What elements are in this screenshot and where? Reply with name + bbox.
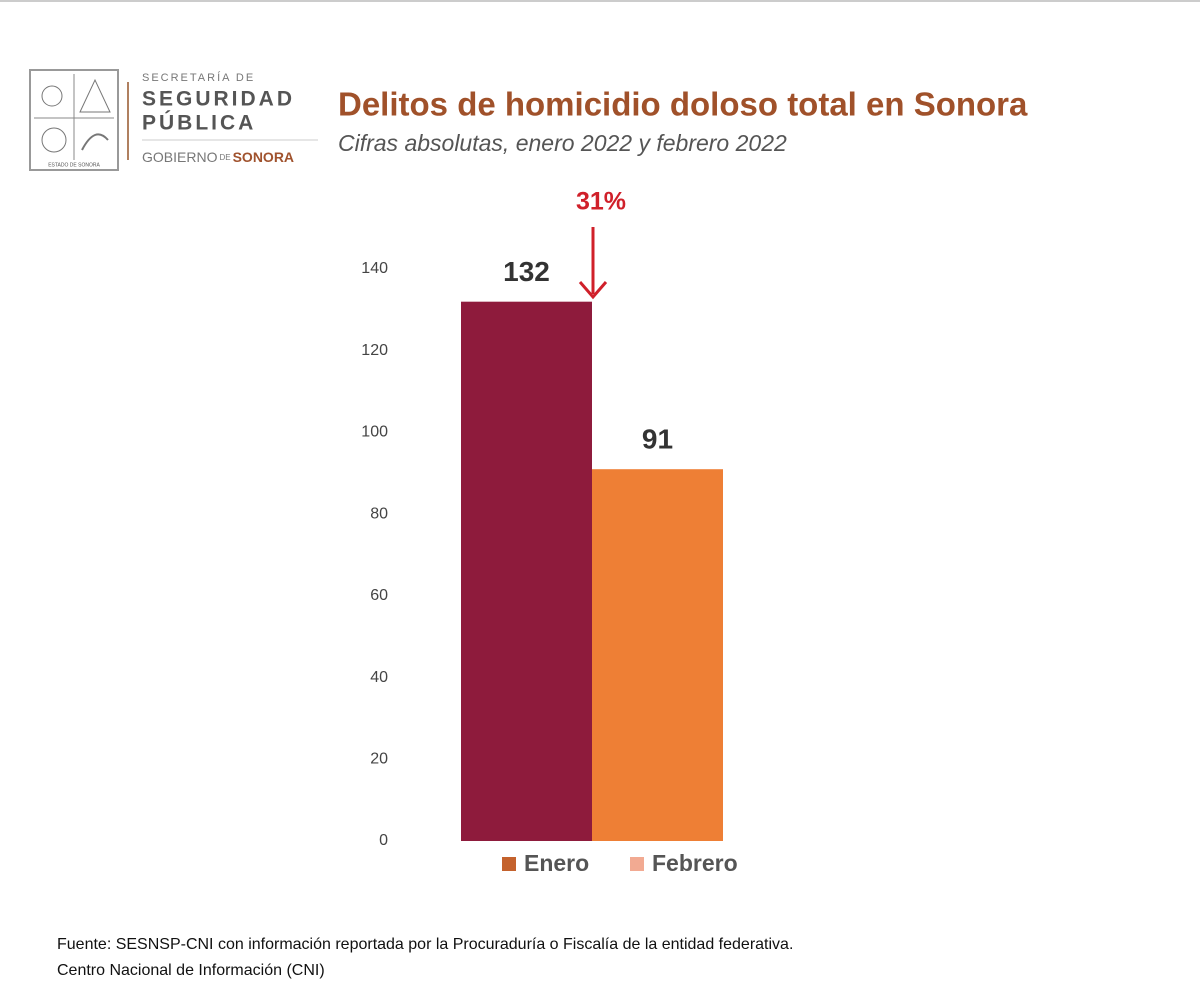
chart-title: Delitos de homicidio doloso total en Son…	[338, 86, 1028, 123]
chart-subtitle: Cifras absolutas, enero 2022 y febrero 2…	[338, 130, 787, 156]
arrow-head	[578, 281, 608, 300]
y-tick-label: 140	[361, 260, 388, 277]
legend-swatch	[502, 857, 516, 871]
top-border	[0, 0, 1200, 2]
legend-swatch	[630, 857, 644, 871]
logo: ESTADO DE SONORA SECRETARÍA DE SEGURIDAD…	[29, 69, 318, 171]
y-tick-label: 60	[370, 587, 388, 604]
value-label: 91	[642, 424, 673, 455]
bar	[592, 469, 723, 841]
logo-gov: GOBIERNO	[142, 149, 218, 165]
seal-icon	[79, 78, 111, 113]
y-tick-label: 80	[370, 505, 388, 522]
y-tick-label: 120	[361, 342, 388, 359]
annotation-arrow	[578, 227, 608, 300]
logo-gov: DE	[219, 153, 230, 162]
seal-text: ESTADO DE SONORA	[48, 162, 100, 168]
seal-icon	[81, 133, 109, 151]
source-note: Fuente: SESNSP-CNI con información repor…	[57, 936, 793, 953]
logo-text: GOBIERNO DE SONORA	[142, 149, 294, 165]
logo-text: SEGURIDAD	[142, 88, 295, 111]
y-tick-label: 100	[361, 424, 388, 441]
legend-label: Febrero	[652, 850, 738, 876]
source-note: Centro Nacional de Información (CNI)	[57, 962, 325, 979]
value-label: 132	[503, 256, 550, 287]
legend-label: Enero	[524, 850, 589, 876]
logo-text: PÚBLICA	[142, 111, 256, 135]
bar	[461, 301, 592, 842]
logo-text: SECRETARÍA DE	[142, 71, 255, 84]
seal-frame	[29, 69, 119, 171]
seal-icon	[41, 85, 63, 107]
seal-icon	[41, 127, 67, 153]
annotation: 31%	[576, 188, 626, 216]
y-tick-label: 40	[370, 669, 388, 686]
y-tick-label: 20	[370, 751, 388, 768]
y-tick-label: 0	[379, 832, 388, 849]
logo-gov: SONORA	[233, 149, 294, 165]
